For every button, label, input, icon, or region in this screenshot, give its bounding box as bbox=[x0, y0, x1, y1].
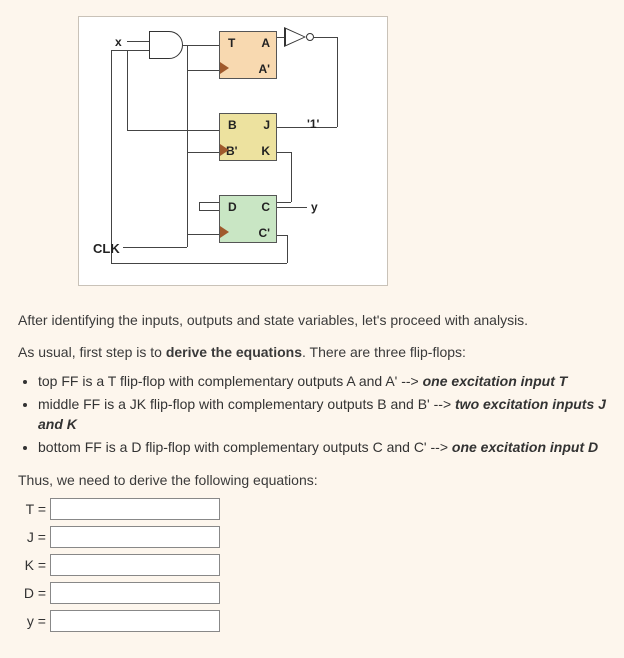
text: . There are three flip-flops: bbox=[302, 344, 466, 360]
wire bbox=[127, 130, 219, 131]
wire bbox=[187, 70, 219, 71]
input-x-label: x bbox=[115, 35, 122, 49]
ff-mid-out2: K bbox=[261, 144, 270, 158]
wire bbox=[287, 235, 288, 263]
eq-input-D[interactable] bbox=[50, 582, 220, 604]
list-item: middle FF is a JK flip-flop with complem… bbox=[38, 394, 606, 435]
eq-label-T: T = bbox=[18, 501, 46, 517]
paragraph-derive: As usual, first step is to derive the eq… bbox=[18, 342, 606, 362]
wire bbox=[183, 45, 219, 46]
output-y-label: y bbox=[311, 200, 318, 214]
ff-bot-out-comp: C' bbox=[258, 226, 270, 240]
wire bbox=[337, 37, 338, 127]
wire bbox=[187, 152, 219, 153]
wire bbox=[199, 202, 200, 210]
equation-row-T: T = bbox=[18, 498, 606, 520]
equation-row-y: y = bbox=[18, 610, 606, 632]
list-item: bottom FF is a D flip-flop with compleme… bbox=[38, 437, 606, 457]
wire bbox=[127, 50, 128, 130]
text-emph: one excitation input T bbox=[423, 373, 568, 389]
wire bbox=[277, 235, 287, 236]
text-emph: one excitation input D bbox=[452, 439, 598, 455]
wire bbox=[277, 152, 291, 153]
eq-input-K[interactable] bbox=[50, 554, 220, 576]
eq-input-J[interactable] bbox=[50, 526, 220, 548]
wire bbox=[313, 37, 337, 38]
wire bbox=[123, 247, 187, 248]
wire bbox=[187, 234, 219, 235]
flipflop-top: T A A' bbox=[219, 31, 277, 79]
equation-row-D: D = bbox=[18, 582, 606, 604]
flipflop-list: top FF is a T flip-flop with complementa… bbox=[38, 371, 606, 458]
eq-label-D: D = bbox=[18, 585, 46, 601]
wire bbox=[291, 152, 292, 202]
text: top FF is a T flip-flop with complementa… bbox=[38, 373, 423, 389]
wire bbox=[187, 45, 188, 247]
clock-triangle-icon bbox=[220, 226, 229, 238]
wire bbox=[277, 207, 307, 208]
wire bbox=[111, 50, 127, 51]
page-root: x T A A' B J B' K bbox=[0, 0, 624, 658]
text: bottom FF is a D flip-flop with compleme… bbox=[38, 439, 452, 455]
ff-top-out: A bbox=[261, 36, 270, 50]
text-bold: derive the equations bbox=[166, 344, 302, 360]
equation-row-J: J = bbox=[18, 526, 606, 548]
ff-top-in: T bbox=[228, 36, 235, 50]
eq-label-J: J = bbox=[18, 529, 46, 545]
flipflop-middle: B J B' K bbox=[219, 113, 277, 161]
eq-input-T[interactable] bbox=[50, 498, 220, 520]
list-item: top FF is a T flip-flop with complementa… bbox=[38, 371, 606, 391]
paragraph-intro: After identifying the inputs, outputs an… bbox=[18, 310, 606, 330]
wire bbox=[127, 50, 149, 51]
not-gate-fill bbox=[286, 29, 304, 45]
text: After identifying the inputs, outputs an… bbox=[18, 312, 528, 328]
and-gate bbox=[149, 31, 183, 59]
ff-bot-in: D bbox=[228, 200, 237, 214]
ff-mid-in1: B bbox=[228, 118, 237, 132]
clock-triangle-icon bbox=[220, 144, 229, 156]
wire bbox=[111, 50, 112, 263]
flipflop-bottom: D C C' bbox=[219, 195, 277, 243]
clock-label: CLK bbox=[93, 241, 120, 256]
wire bbox=[111, 263, 287, 264]
wire bbox=[199, 210, 219, 211]
diagram-container: x T A A' B J B' K bbox=[18, 16, 606, 298]
ff-mid-in2: J bbox=[263, 118, 270, 132]
ff-bot-out: C bbox=[261, 200, 270, 214]
text: As usual, first step is to bbox=[18, 344, 166, 360]
text: middle FF is a JK flip-flop with complem… bbox=[38, 396, 455, 412]
eq-label-y: y = bbox=[18, 613, 46, 629]
paragraph-thus: Thus, we need to derive the following eq… bbox=[18, 470, 606, 490]
ff-top-out-comp: A' bbox=[258, 62, 270, 76]
one-label: '1' bbox=[307, 117, 319, 131]
equation-row-K: K = bbox=[18, 554, 606, 576]
circuit-diagram: x T A A' B J B' K bbox=[78, 16, 388, 286]
eq-input-y[interactable] bbox=[50, 610, 220, 632]
clock-triangle-icon bbox=[220, 62, 229, 74]
wire bbox=[127, 41, 149, 42]
eq-label-K: K = bbox=[18, 557, 46, 573]
